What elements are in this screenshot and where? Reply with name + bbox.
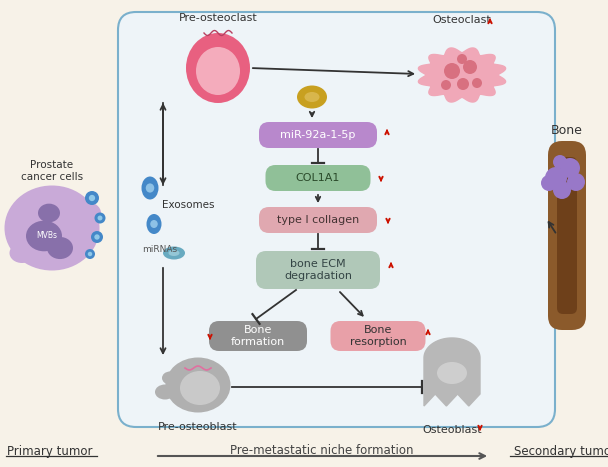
Polygon shape — [424, 338, 480, 406]
Ellipse shape — [297, 85, 327, 108]
FancyBboxPatch shape — [557, 157, 577, 314]
Text: miR-92a-1-5p: miR-92a-1-5p — [280, 130, 356, 140]
Polygon shape — [418, 48, 506, 102]
Ellipse shape — [168, 250, 179, 256]
Circle shape — [85, 191, 99, 205]
Ellipse shape — [146, 184, 154, 192]
Text: Bone: Bone — [551, 125, 583, 137]
Circle shape — [457, 78, 469, 90]
Circle shape — [560, 158, 580, 178]
Ellipse shape — [180, 371, 220, 405]
Ellipse shape — [437, 362, 467, 384]
Circle shape — [441, 80, 451, 90]
Circle shape — [553, 155, 567, 169]
Ellipse shape — [38, 204, 60, 222]
Circle shape — [94, 234, 100, 240]
Text: Pre-osteoblast: Pre-osteoblast — [158, 422, 238, 432]
Ellipse shape — [155, 384, 175, 399]
FancyBboxPatch shape — [331, 321, 426, 351]
Ellipse shape — [162, 372, 178, 384]
Text: bone ECM
degradation: bone ECM degradation — [284, 259, 352, 281]
Text: Primary tumor: Primary tumor — [7, 446, 93, 459]
Text: Exosomes: Exosomes — [162, 200, 215, 210]
Ellipse shape — [186, 33, 250, 103]
Text: type I collagen: type I collagen — [277, 215, 359, 225]
Ellipse shape — [142, 177, 159, 199]
Circle shape — [545, 167, 567, 189]
Ellipse shape — [165, 358, 230, 412]
Ellipse shape — [4, 185, 100, 270]
Ellipse shape — [10, 243, 35, 263]
Circle shape — [85, 249, 95, 259]
Text: Osteoclast: Osteoclast — [433, 15, 491, 25]
FancyBboxPatch shape — [256, 251, 380, 289]
Text: Prostate
cancer cells: Prostate cancer cells — [21, 160, 83, 182]
Circle shape — [553, 181, 571, 199]
Circle shape — [444, 63, 460, 79]
Text: Pre-osteoclast: Pre-osteoclast — [179, 13, 257, 23]
Text: Secondary tumor: Secondary tumor — [514, 446, 608, 459]
Circle shape — [91, 231, 103, 243]
Circle shape — [457, 54, 467, 64]
Ellipse shape — [73, 202, 101, 224]
Circle shape — [541, 175, 557, 191]
Text: MVBs: MVBs — [36, 232, 58, 241]
Circle shape — [567, 173, 585, 191]
Ellipse shape — [26, 221, 62, 251]
Ellipse shape — [196, 47, 240, 95]
Ellipse shape — [163, 247, 185, 260]
Text: Pre-metastatic niche formation: Pre-metastatic niche formation — [230, 444, 414, 457]
Circle shape — [97, 216, 103, 220]
Ellipse shape — [150, 220, 157, 228]
Circle shape — [89, 195, 95, 201]
Ellipse shape — [47, 237, 73, 259]
Text: COL1A1: COL1A1 — [296, 173, 340, 183]
FancyBboxPatch shape — [259, 122, 377, 148]
FancyBboxPatch shape — [266, 165, 370, 191]
Text: Bone
resorption: Bone resorption — [350, 325, 406, 347]
FancyBboxPatch shape — [548, 141, 586, 330]
Text: miRNAs: miRNAs — [142, 246, 177, 255]
FancyBboxPatch shape — [259, 207, 377, 233]
Text: Bone
formation: Bone formation — [231, 325, 285, 347]
Circle shape — [463, 60, 477, 74]
Ellipse shape — [305, 92, 319, 102]
FancyBboxPatch shape — [118, 12, 555, 427]
Circle shape — [472, 78, 482, 88]
Text: Osteoblast: Osteoblast — [422, 425, 482, 435]
Ellipse shape — [147, 214, 162, 234]
FancyBboxPatch shape — [209, 321, 307, 351]
Circle shape — [88, 252, 92, 256]
Circle shape — [94, 212, 106, 224]
